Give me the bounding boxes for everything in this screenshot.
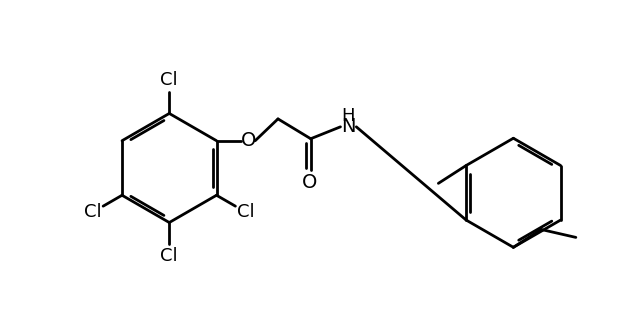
Text: N: N (341, 117, 356, 136)
Text: O: O (241, 131, 256, 150)
Text: Cl: Cl (161, 71, 178, 89)
Text: H: H (342, 107, 355, 125)
Text: Cl: Cl (84, 203, 102, 221)
Text: Cl: Cl (161, 247, 178, 265)
Text: Cl: Cl (237, 203, 255, 221)
Text: O: O (302, 173, 317, 192)
